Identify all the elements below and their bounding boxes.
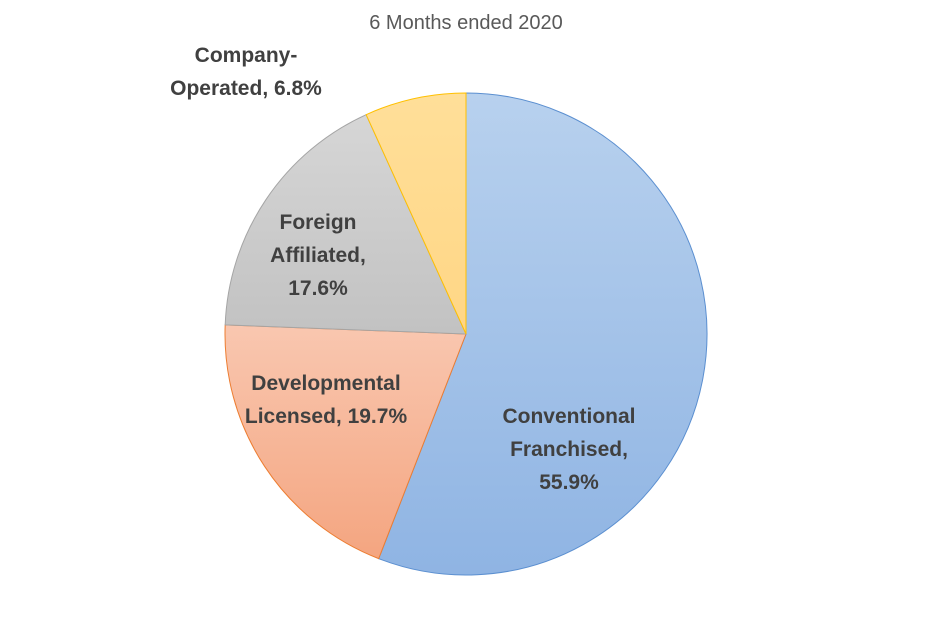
data-label-line: Conventional — [502, 405, 635, 428]
pie-slice-foreign-affiliated — [224, 113, 467, 335]
data-label-conventional-franchised: Conventional Franchised, 55.9% — [502, 405, 635, 494]
pie-labels: Conventional Franchised, 55.9% Developmenta… — [170, 44, 635, 494]
data-label-line: Franchised, — [510, 438, 628, 461]
pie-slices — [224, 92, 708, 576]
data-label-line: Licensed, 19.7% — [245, 405, 408, 428]
data-label-line: 55.9% — [539, 471, 599, 494]
data-label-line: Developmental — [251, 372, 400, 395]
data-label-company-operated: Company- Operated, 6.8% — [170, 44, 322, 100]
pie-slice-conventional-franchised — [378, 92, 708, 576]
data-label-foreign-affiliated: Foreign Affiliated, 17.6% — [270, 211, 366, 300]
data-label-line: Company- — [195, 44, 298, 67]
pie-slice-developmental-licensed — [224, 324, 467, 560]
data-label-line: Affiliated, — [270, 244, 366, 267]
data-label-line: Operated, 6.8% — [170, 77, 322, 100]
data-label-line: Foreign — [280, 211, 357, 234]
pie-slice-company-operated — [365, 92, 467, 335]
data-label-line: 17.6% — [288, 277, 348, 300]
data-label-developmental-licensed: Developmental Licensed, 19.7% — [245, 372, 408, 428]
chart-title: 6 Months ended 2020 — [369, 12, 563, 34]
